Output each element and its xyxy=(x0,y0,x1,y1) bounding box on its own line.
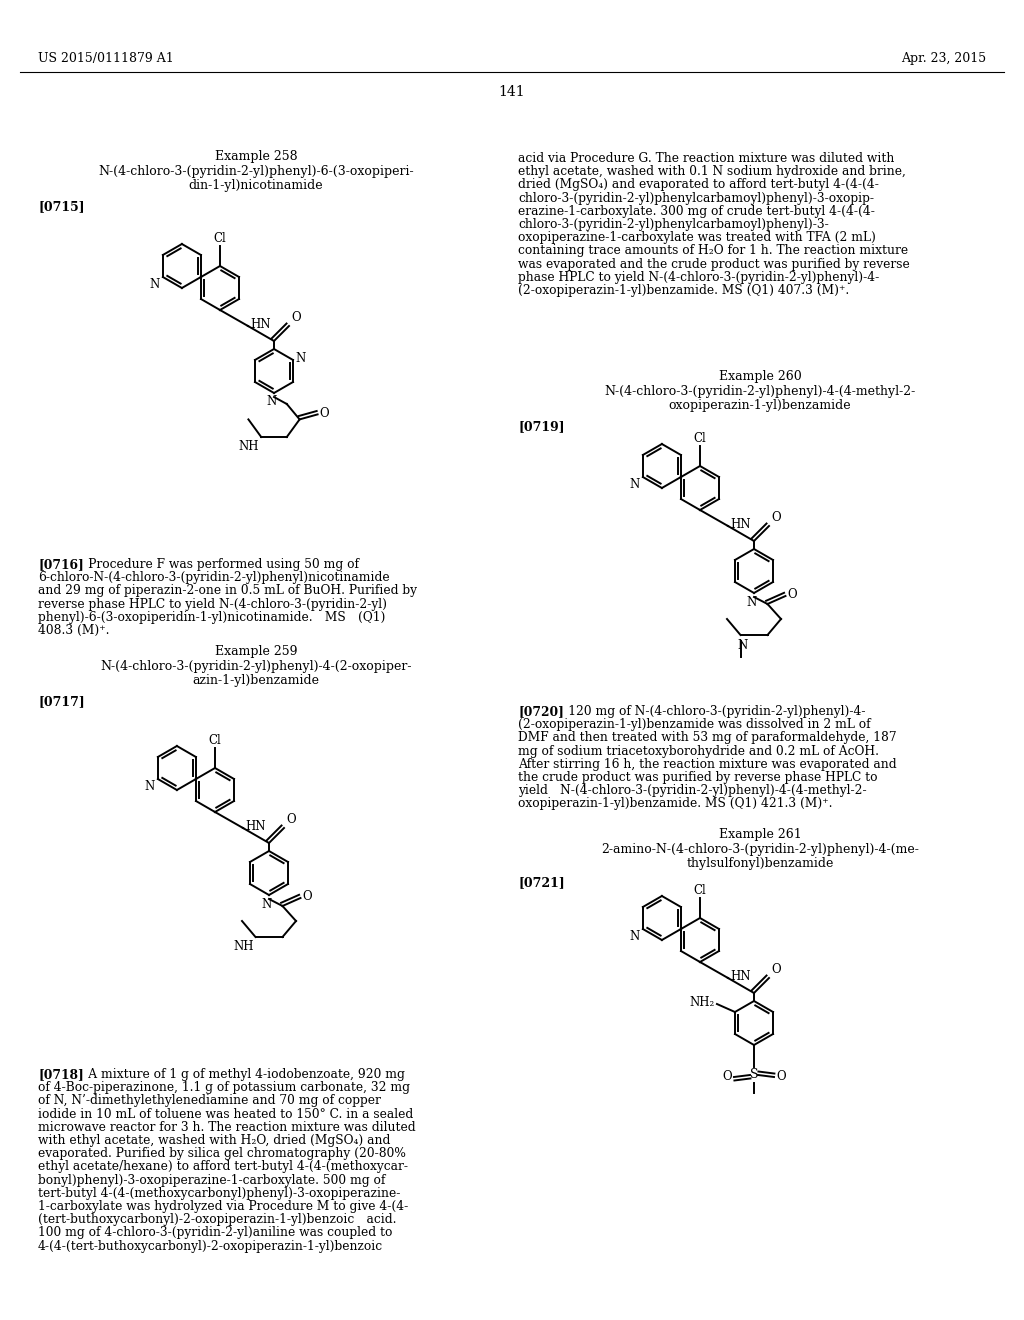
Text: 100 mg of 4-chloro-3-(pyridin-2-yl)aniline was coupled to: 100 mg of 4-chloro-3-(pyridin-2-yl)anili… xyxy=(38,1226,392,1239)
Text: tert-butyl 4-(4-(methoxycarbonyl)phenyl)-3-oxopiperazine-: tert-butyl 4-(4-(methoxycarbonyl)phenyl)… xyxy=(38,1187,400,1200)
Text: 120 mg of N-(4-chloro-3-(pyridin-2-yl)phenyl)-4-: 120 mg of N-(4-chloro-3-(pyridin-2-yl)ph… xyxy=(556,705,865,718)
Text: the crude product was purified by reverse phase HPLC to: the crude product was purified by revers… xyxy=(518,771,878,784)
Text: microwave reactor for 3 h. The reaction mixture was diluted: microwave reactor for 3 h. The reaction … xyxy=(38,1121,416,1134)
Text: N: N xyxy=(737,639,748,652)
Text: [0718]: [0718] xyxy=(38,1068,84,1081)
Text: HN: HN xyxy=(730,519,751,532)
Text: iodide in 10 mL of toluene was heated to 150° C. in a sealed: iodide in 10 mL of toluene was heated to… xyxy=(38,1107,414,1121)
Text: mg of sodium triacetoxyborohydride and 0.2 mL of AcOH.: mg of sodium triacetoxyborohydride and 0… xyxy=(518,744,879,758)
Text: After stirring 16 h, the reaction mixture was evaporated and: After stirring 16 h, the reaction mixtur… xyxy=(518,758,897,771)
Text: NH: NH xyxy=(239,440,259,453)
Text: chloro-3-(pyridin-2-yl)phenylcarbamoyl)phenyl)-3-: chloro-3-(pyridin-2-yl)phenylcarbamoyl)p… xyxy=(518,218,828,231)
Text: N: N xyxy=(295,352,305,366)
Text: Cl: Cl xyxy=(693,432,707,445)
Text: evaporated. Purified by silica gel chromatography (20-80%: evaporated. Purified by silica gel chrom… xyxy=(38,1147,406,1160)
Text: Cl: Cl xyxy=(209,734,221,747)
Text: N-(4-chloro-3-(pyridin-2-yl)phenyl)-6-(3-oxopiperi-: N-(4-chloro-3-(pyridin-2-yl)phenyl)-6-(3… xyxy=(98,165,414,178)
Text: (2-oxopiperazin-1-yl)benzamide. MS (Q1) 407.3 (M)⁺.: (2-oxopiperazin-1-yl)benzamide. MS (Q1) … xyxy=(518,284,849,297)
Text: Cl: Cl xyxy=(693,884,707,898)
Text: azin-1-yl)benzamide: azin-1-yl)benzamide xyxy=(193,675,319,686)
Text: Example 261: Example 261 xyxy=(719,828,802,841)
Text: chloro-3-(pyridin-2-yl)phenylcarbamoyl)phenyl)-3-oxopip-: chloro-3-(pyridin-2-yl)phenylcarbamoyl)p… xyxy=(518,191,874,205)
Text: N: N xyxy=(144,780,155,793)
Text: ethyl acetate/hexane) to afford tert-butyl 4-(4-(methoxycar-: ethyl acetate/hexane) to afford tert-but… xyxy=(38,1160,408,1173)
Text: O: O xyxy=(771,964,780,975)
Text: [0717]: [0717] xyxy=(38,696,85,708)
Text: phase HPLC to yield N-(4-chloro-3-(pyridin-2-yl)phenyl)-4-: phase HPLC to yield N-(4-chloro-3-(pyrid… xyxy=(518,271,880,284)
Text: [0719]: [0719] xyxy=(518,420,564,433)
Text: of N, N’-dimethylethylenediamine and 70 mg of copper: of N, N’-dimethylethylenediamine and 70 … xyxy=(38,1094,381,1107)
Text: and 29 mg of piperazin-2-one in 0.5 mL of BuOH. Purified by: and 29 mg of piperazin-2-one in 0.5 mL o… xyxy=(38,585,417,598)
Text: A mixture of 1 g of methyl 4-iodobenzoate, 920 mg: A mixture of 1 g of methyl 4-iodobenzoat… xyxy=(76,1068,404,1081)
Text: O: O xyxy=(319,407,330,420)
Text: [0720]: [0720] xyxy=(518,705,564,718)
Text: 4-(4-(tert-buthoxycarbonyl)-2-oxopiperazin-1-yl)benzoic: 4-(4-(tert-buthoxycarbonyl)-2-oxopiperaz… xyxy=(38,1239,383,1253)
Text: containing trace amounts of H₂O for 1 h. The reaction mixture: containing trace amounts of H₂O for 1 h.… xyxy=(518,244,908,257)
Text: (tert-buthoxycarbonyl)-2-oxopiperazin-1-yl)benzoic acid.: (tert-buthoxycarbonyl)-2-oxopiperazin-1-… xyxy=(38,1213,396,1226)
Text: yield N-(4-chloro-3-(pyridin-2-yl)phenyl)-4-(4-methyl-2-: yield N-(4-chloro-3-(pyridin-2-yl)phenyl… xyxy=(518,784,866,797)
Text: of 4-Boc-piperazinone, 1.1 g of potassium carbonate, 32 mg: of 4-Boc-piperazinone, 1.1 g of potassiu… xyxy=(38,1081,410,1094)
Text: Cl: Cl xyxy=(214,232,226,246)
Text: 141: 141 xyxy=(499,84,525,99)
Text: Example 260: Example 260 xyxy=(719,370,802,383)
Text: [0715]: [0715] xyxy=(38,201,85,213)
Text: oxopiperazine-1-carboxylate was treated with TFA (2 mL): oxopiperazine-1-carboxylate was treated … xyxy=(518,231,876,244)
Text: HN: HN xyxy=(730,970,751,983)
Text: N: N xyxy=(746,597,757,609)
Text: Example 259: Example 259 xyxy=(215,645,297,657)
Text: acid via Procedure G. The reaction mixture was diluted with: acid via Procedure G. The reaction mixtu… xyxy=(518,152,894,165)
Text: Apr. 23, 2015: Apr. 23, 2015 xyxy=(901,51,986,65)
Text: reverse phase HPLC to yield N-(4-chloro-3-(pyridin-2-yl): reverse phase HPLC to yield N-(4-chloro-… xyxy=(38,598,387,611)
Text: 2-amino-N-(4-chloro-3-(pyridin-2-yl)phenyl)-4-(me-: 2-amino-N-(4-chloro-3-(pyridin-2-yl)phen… xyxy=(601,843,919,855)
Text: Example 258: Example 258 xyxy=(215,150,297,162)
Text: O: O xyxy=(286,813,296,826)
Text: N-(4-chloro-3-(pyridin-2-yl)phenyl)-4-(2-oxopiper-: N-(4-chloro-3-(pyridin-2-yl)phenyl)-4-(2… xyxy=(100,660,412,673)
Text: [0721]: [0721] xyxy=(518,876,565,888)
Text: dried (MgSO₄) and evaporated to afford tert-butyl 4-(4-(4-: dried (MgSO₄) and evaporated to afford t… xyxy=(518,178,879,191)
Text: N-(4-chloro-3-(pyridin-2-yl)phenyl)-4-(4-methyl-2-: N-(4-chloro-3-(pyridin-2-yl)phenyl)-4-(4… xyxy=(604,385,915,399)
Text: oxopiperazin-1-yl)benzamide: oxopiperazin-1-yl)benzamide xyxy=(669,399,851,412)
Text: NH: NH xyxy=(233,940,254,953)
Text: N: N xyxy=(630,478,640,491)
Text: HN: HN xyxy=(250,318,270,331)
Text: O: O xyxy=(771,511,780,524)
Text: N: N xyxy=(630,931,640,942)
Text: with ethyl acetate, washed with H₂O, dried (MgSO₄) and: with ethyl acetate, washed with H₂O, dri… xyxy=(38,1134,390,1147)
Text: ethyl acetate, washed with 0.1 N sodium hydroxide and brine,: ethyl acetate, washed with 0.1 N sodium … xyxy=(518,165,906,178)
Text: S: S xyxy=(750,1068,758,1081)
Text: was evaporated and the crude product was purified by reverse: was evaporated and the crude product was… xyxy=(518,257,909,271)
Text: O: O xyxy=(302,890,312,903)
Text: phenyl)-6-(3-oxopiperidin-1-yl)nicotinamide. MS (Q1): phenyl)-6-(3-oxopiperidin-1-yl)nicotinam… xyxy=(38,611,385,624)
Text: 6-chloro-N-(4-chloro-3-(pyridin-2-yl)phenyl)nicotinamide: 6-chloro-N-(4-chloro-3-(pyridin-2-yl)phe… xyxy=(38,572,389,585)
Text: O: O xyxy=(787,587,797,601)
Text: Procedure F was performed using 50 mg of: Procedure F was performed using 50 mg of xyxy=(76,558,359,572)
Text: N: N xyxy=(267,395,278,408)
Text: N: N xyxy=(262,898,272,911)
Text: oxopiperazin-1-yl)benzamide. MS (Q1) 421.3 (M)⁺.: oxopiperazin-1-yl)benzamide. MS (Q1) 421… xyxy=(518,797,833,810)
Text: thylsulfonyl)benzamide: thylsulfonyl)benzamide xyxy=(686,857,834,870)
Text: NH₂: NH₂ xyxy=(690,997,715,1010)
Text: erazine-1-carboxylate. 300 mg of crude tert-butyl 4-(4-(4-: erazine-1-carboxylate. 300 mg of crude t… xyxy=(518,205,874,218)
Text: [0716]: [0716] xyxy=(38,558,84,572)
Text: O: O xyxy=(776,1071,785,1084)
Text: 1-carboxylate was hydrolyzed via Procedure M to give 4-(4-: 1-carboxylate was hydrolyzed via Procedu… xyxy=(38,1200,409,1213)
Text: N: N xyxy=(150,279,160,290)
Text: O: O xyxy=(722,1071,732,1084)
Text: bonyl)phenyl)-3-oxopiperazine-1-carboxylate. 500 mg of: bonyl)phenyl)-3-oxopiperazine-1-carboxyl… xyxy=(38,1173,385,1187)
Text: HN: HN xyxy=(245,821,265,833)
Text: 408.3 (M)⁺.: 408.3 (M)⁺. xyxy=(38,624,110,638)
Text: din-1-yl)nicotinamide: din-1-yl)nicotinamide xyxy=(188,180,324,191)
Text: US 2015/0111879 A1: US 2015/0111879 A1 xyxy=(38,51,174,65)
Text: O: O xyxy=(291,312,301,323)
Text: DMF and then treated with 53 mg of paraformaldehyde, 187: DMF and then treated with 53 mg of paraf… xyxy=(518,731,897,744)
Text: (2-oxopiperazin-1-yl)benzamide was dissolved in 2 mL of: (2-oxopiperazin-1-yl)benzamide was disso… xyxy=(518,718,870,731)
